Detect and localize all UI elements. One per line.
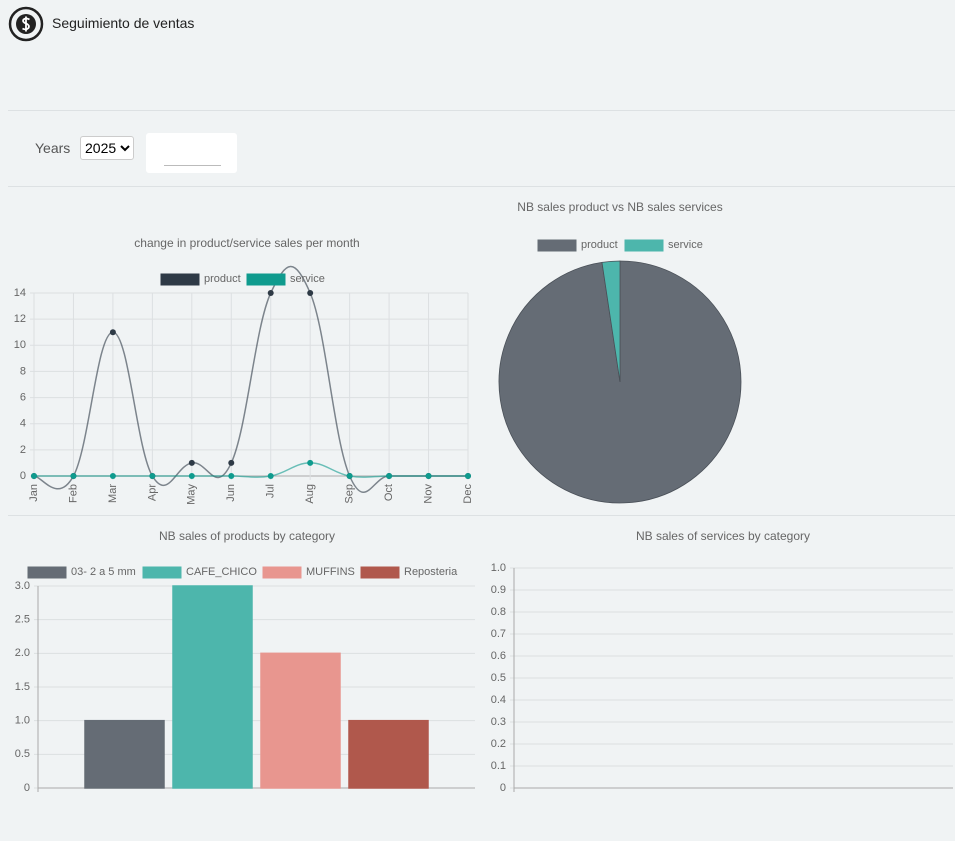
y-tick-label: 0.5	[491, 672, 506, 684]
y-tick-label: 0	[24, 782, 30, 794]
data-point	[149, 473, 156, 479]
legend-swatch	[246, 273, 286, 286]
data-point	[228, 459, 235, 466]
legend-label: service	[290, 273, 325, 285]
x-tick-label: Jul	[265, 484, 277, 498]
year-select[interactable]: 2025	[80, 136, 134, 160]
divider	[8, 186, 955, 187]
data-point	[70, 473, 77, 479]
y-tick-label: 2.0	[15, 647, 30, 659]
y-tick-label: 2.5	[15, 614, 30, 626]
legend-label: CAFE_CHICO	[186, 566, 257, 578]
data-point	[188, 459, 195, 466]
data-point	[31, 473, 37, 479]
x-tick-label: Aug	[304, 484, 316, 504]
y-tick-label: 10	[14, 339, 26, 351]
legend-swatch	[262, 566, 302, 579]
y-tick-label: 0.5	[15, 748, 30, 760]
data-point	[425, 473, 432, 479]
x-tick-label: Jan	[28, 484, 40, 502]
data-point	[307, 290, 314, 296]
data-point	[267, 290, 274, 296]
legend-label: product	[204, 273, 241, 285]
y-tick-label: 0.3	[491, 716, 506, 728]
x-tick-label: May	[186, 484, 198, 505]
y-tick-label: 2	[20, 444, 26, 456]
data-point	[307, 459, 314, 466]
y-tick-label: 0.6	[491, 650, 506, 662]
data-point	[267, 473, 274, 479]
x-tick-label: Nov	[422, 484, 434, 504]
chart-title: NB sales of services by category	[636, 529, 810, 543]
y-tick-label: 0	[500, 782, 506, 794]
legend-label: MUFFINS	[306, 566, 355, 578]
chart-title: change in product/service sales per mont…	[134, 236, 359, 250]
legend-label: product	[581, 239, 618, 251]
bar	[84, 719, 165, 789]
y-tick-label: 0.1	[491, 760, 506, 772]
y-tick-label: 0.8	[491, 606, 506, 618]
page-title: Seguimiento de ventas	[52, 15, 195, 31]
data-point	[386, 473, 393, 479]
pie-slice	[498, 260, 742, 504]
y-tick-label: 6	[20, 391, 26, 403]
divider	[8, 515, 955, 516]
y-tick-label: 0.9	[491, 584, 506, 596]
x-tick-label: Oct	[383, 484, 395, 501]
bar	[260, 652, 341, 789]
legend-swatch	[142, 566, 182, 579]
y-tick-label: 0.4	[491, 694, 506, 706]
y-tick-label: 0.7	[491, 628, 506, 640]
y-tick-label: 4	[20, 418, 26, 430]
y-tick-label: 1.5	[15, 681, 30, 693]
text-input[interactable]	[146, 133, 237, 173]
legend-label: Reposteria	[404, 566, 458, 578]
x-tick-label: Mar	[107, 484, 119, 503]
legend-label: service	[668, 239, 703, 251]
y-tick-label: 14	[14, 287, 26, 299]
chart-title: NB sales of products by category	[159, 529, 335, 543]
legend-swatch	[27, 566, 67, 579]
bar	[348, 719, 429, 789]
x-tick-label: Jun	[225, 484, 237, 502]
legend-swatch	[624, 239, 664, 252]
chart-title: NB sales product vs NB sales services	[517, 200, 722, 214]
data-point	[346, 473, 353, 479]
legend-swatch	[360, 566, 400, 579]
x-tick-label: Dec	[462, 484, 474, 504]
data-point	[228, 473, 235, 479]
data-point	[465, 473, 471, 479]
bar	[172, 585, 253, 789]
pie-slice	[601, 260, 621, 383]
y-tick-label: 1.0	[491, 562, 506, 574]
data-point	[109, 329, 116, 336]
y-tick-label: 0	[20, 470, 26, 482]
legend-label: 03- 2 a 5 mm	[71, 566, 136, 578]
divider	[8, 110, 955, 111]
data-point	[109, 473, 116, 479]
y-tick-label: 0.2	[491, 738, 506, 750]
y-tick-label: 1.0	[15, 715, 30, 727]
data-point	[188, 473, 195, 479]
years-label: Years	[35, 140, 71, 156]
line-series	[33, 462, 468, 478]
legend-swatch	[160, 273, 200, 286]
x-tick-label: Apr	[146, 484, 158, 501]
y-tick-label: 12	[14, 313, 26, 325]
x-tick-label: Sep	[344, 484, 356, 504]
line-series	[33, 265, 468, 493]
x-tick-label: Feb	[67, 484, 79, 503]
logo-icon	[8, 6, 44, 42]
legend-swatch	[537, 239, 577, 252]
y-tick-label: 3.0	[15, 580, 30, 592]
y-tick-label: 8	[20, 365, 26, 377]
